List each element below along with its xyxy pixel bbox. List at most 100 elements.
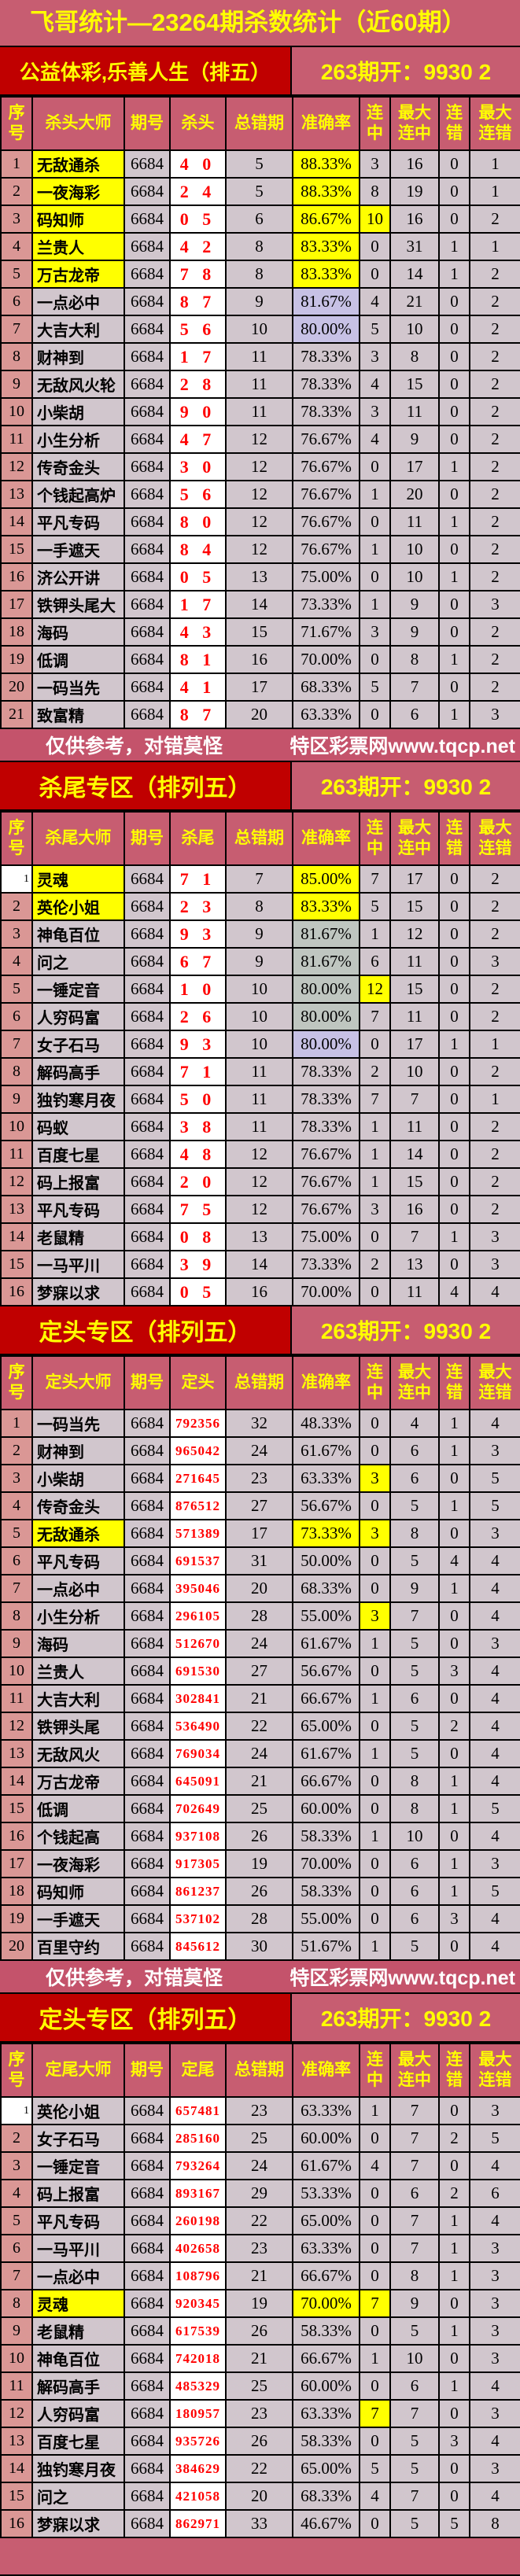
row-number-cell: 5 (0, 975, 33, 1004)
issue-cell: 6684 (124, 645, 171, 674)
site-link[interactable]: 特区彩票网www.tqcp.net (290, 1967, 515, 1989)
streak-hit-cell: 0 (359, 1877, 391, 1906)
row-number-cell: 2 (0, 1436, 33, 1465)
master-name-cell: 海码 (31, 1629, 125, 1658)
streak-miss-cell: 4 (438, 1546, 470, 1575)
accuracy-cell: 50.00% (292, 1546, 360, 1575)
total-errors-cell: 22 (225, 2206, 293, 2235)
issue-cell: 6684 (124, 287, 171, 316)
kill-number-cell: 485329 (169, 2371, 227, 2401)
master-name-cell: 无敌通杀 (31, 149, 125, 179)
streak-miss-cell: 0 (438, 205, 470, 234)
max-streak-hit-cell: 5 (389, 1629, 440, 1658)
kill-number-cell: 769034 (169, 1739, 227, 1768)
master-name-cell: 无敌风火 (31, 1739, 125, 1768)
max-streak-hit-cell: 5 (389, 1932, 440, 1961)
column-header-1: 定尾大师 (31, 2043, 125, 2098)
accuracy-cell: 78.33% (292, 1057, 360, 1086)
streak-hit-cell: 1 (359, 1739, 391, 1768)
column-header-1: 杀头大师 (31, 96, 125, 151)
row-number-cell: 9 (0, 1629, 33, 1658)
max-streak-hit-cell: 14 (389, 1140, 440, 1169)
issue-cell: 6684 (124, 1002, 171, 1031)
issue-cell: 6684 (124, 2454, 171, 2483)
master-name-cell: 英伦小姐 (31, 2096, 125, 2125)
max-streak-miss-cell: 3 (469, 1222, 520, 1251)
streak-hit-cell: 4 (359, 425, 391, 454)
total-errors-cell: 21 (225, 1684, 293, 1713)
bottom-spacer (0, 2538, 520, 2574)
issue-cell: 6684 (124, 480, 171, 509)
streak-hit-cell: 0 (359, 2509, 391, 2538)
accuracy-cell: 76.67% (292, 1195, 360, 1224)
kill-number-cell: 1 7 (169, 342, 227, 371)
issue-cell: 6684 (124, 673, 171, 702)
column-header-5: 准确率 (292, 2043, 360, 2098)
column-header-4: 总错期 (225, 811, 293, 866)
streak-miss-cell: 1 (438, 1574, 470, 1603)
total-errors-cell: 26 (225, 1877, 293, 1906)
max-streak-miss-cell: 4 (469, 1932, 520, 1961)
kill-number-cell: 8 7 (169, 287, 227, 316)
total-errors-cell: 28 (225, 1601, 293, 1631)
row-number-cell: 2 (0, 2124, 33, 2153)
total-errors-cell: 5 (225, 149, 293, 179)
kill-number-cell: 8 1 (169, 645, 227, 674)
total-errors-cell: 14 (225, 590, 293, 619)
master-name-cell: 一锤定音 (31, 975, 125, 1004)
streak-hit-cell: 3 (359, 1464, 391, 1493)
accuracy-cell: 83.33% (292, 892, 360, 921)
streak-miss-cell: 0 (438, 1684, 470, 1713)
total-errors-cell: 19 (225, 1849, 293, 1878)
accuracy-cell: 81.67% (292, 919, 360, 949)
max-streak-hit-cell: 11 (389, 1002, 440, 1031)
kill-number-cell: 271645 (169, 1464, 227, 1493)
max-streak-hit-cell: 11 (389, 1112, 440, 1141)
kill-number-cell: 9 3 (169, 919, 227, 949)
issue-cell: 6684 (124, 1167, 171, 1196)
max-streak-hit-cell: 7 (389, 2399, 440, 2428)
streak-miss-cell: 0 (438, 2344, 470, 2373)
total-errors-cell: 11 (225, 1057, 293, 1086)
period-result: 263期开：9930 2 (292, 1994, 520, 2041)
max-streak-miss-cell: 3 (469, 1629, 520, 1658)
row-number-cell: 20 (0, 1932, 33, 1961)
total-errors-cell: 10 (225, 1002, 293, 1031)
row-number-cell: 7 (0, 315, 33, 344)
row-number-cell: 13 (0, 1739, 33, 1768)
kill-number-cell: 792356 (169, 1409, 227, 1438)
master-name-cell: 一马平川 (31, 1250, 125, 1279)
table-row: 10 码蚁 6684 3 8 11 78.33% 1 11 0 2 (0, 1112, 520, 1141)
max-streak-miss-cell: 2 (469, 1195, 520, 1224)
streak-hit-cell: 0 (359, 1904, 391, 1933)
issue-cell: 6684 (124, 2096, 171, 2125)
streak-miss-cell: 1 (438, 700, 470, 729)
max-streak-hit-cell: 7 (389, 2206, 440, 2235)
streak-miss-cell: 0 (438, 590, 470, 619)
streak-miss-cell: 0 (438, 1932, 470, 1961)
max-streak-hit-cell: 6 (389, 1849, 440, 1878)
period-result: 263期开：9930 2 (292, 762, 520, 809)
master-name-cell: 百度七星 (31, 2427, 125, 2456)
table-row: 16 济公开讲 6684 0 5 13 75.00% 0 10 1 2 (0, 562, 520, 591)
table-row: 10 小柴胡 6684 9 0 11 78.33% 3 11 0 2 (0, 397, 520, 426)
max-streak-hit-cell: 31 (389, 232, 440, 261)
total-errors-cell: 24 (225, 1739, 293, 1768)
streak-hit-cell: 0 (359, 700, 391, 729)
kill-number-cell: 260198 (169, 2206, 227, 2235)
row-number-cell: 6 (0, 2234, 33, 2263)
streak-hit-cell: 0 (359, 1767, 391, 1796)
column-header-6: 连中 (359, 1355, 391, 1410)
column-header-3: 杀尾 (169, 811, 227, 866)
accuracy-cell: 70.00% (292, 645, 360, 674)
site-link[interactable]: 特区彩票网www.tqcp.net (290, 735, 515, 757)
streak-hit-cell: 0 (359, 1657, 391, 1686)
kill-number-cell: 861237 (169, 1877, 227, 1906)
table-row: 8 财神到 6684 1 7 11 78.33% 3 8 0 2 (0, 342, 520, 371)
max-streak-miss-cell: 1 (469, 177, 520, 206)
max-streak-hit-cell: 7 (389, 2151, 440, 2180)
table-row: 6 一马平川 6684 402658 23 63.33% 0 7 1 3 (0, 2234, 520, 2263)
streak-miss-cell: 2 (438, 2124, 470, 2153)
kill-number-cell: 7 8 (169, 260, 227, 289)
